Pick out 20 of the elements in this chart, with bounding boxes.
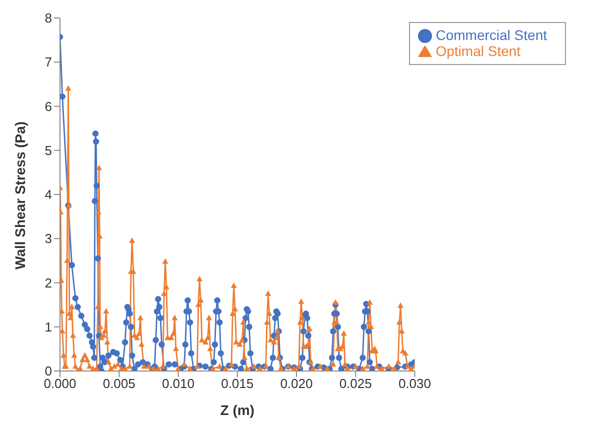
y-tick-label: 0 bbox=[44, 364, 52, 379]
y-tick-label: 6 bbox=[44, 98, 52, 114]
x-tick-label: 0.005 bbox=[102, 376, 136, 392]
x-tick-label: 0.030 bbox=[398, 376, 432, 392]
x-tick-label: 0.010 bbox=[162, 376, 195, 392]
y-tick-label: 8 bbox=[44, 10, 52, 26]
y-tick-label: 4 bbox=[44, 187, 52, 202]
y-tick-label: 7 bbox=[44, 54, 52, 70]
y-tick-label: 2 bbox=[44, 275, 52, 290]
y-tick-label: 5 bbox=[44, 142, 52, 158]
legend-label: Commercial Stent bbox=[436, 27, 547, 43]
x-tick-label: 0.000 bbox=[44, 376, 76, 392]
y-axis-title: Wall Shear Stress (Pa) bbox=[12, 121, 28, 270]
x-axis-title: Z (m) bbox=[220, 402, 254, 418]
x-tick-label: 0.015 bbox=[221, 376, 254, 392]
x-tick-label: 0.025 bbox=[339, 376, 372, 392]
y-tick-label: 3 bbox=[44, 231, 52, 246]
y-tick-label: 1 bbox=[44, 319, 52, 334]
x-tick-label: 0.020 bbox=[280, 376, 313, 392]
legend-label: Optimal Stent bbox=[436, 43, 521, 60]
